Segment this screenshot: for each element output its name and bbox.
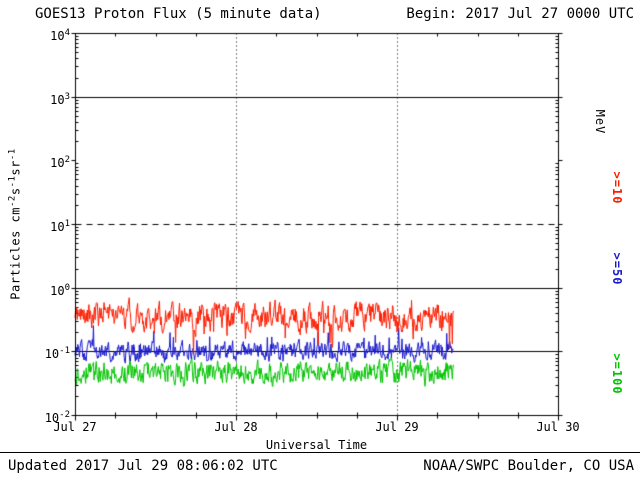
right-axis-series-label: >=50 — [610, 252, 624, 286]
x-axis-tick-label: Jul 28 — [214, 420, 258, 434]
x-axis-tick-label: Jul 29 — [375, 420, 419, 434]
y-axis-tick-label: 101 — [50, 219, 70, 234]
right-axis-series-label: >=100 — [610, 353, 624, 395]
right-axis-series-label: >=10 — [610, 171, 624, 205]
y-axis-tick-label: 100 — [50, 283, 70, 298]
x-axis-tick-label: Jul 27 — [53, 420, 97, 434]
x-axis-title: Universal Time — [265, 438, 368, 452]
footer-divider — [0, 452, 640, 453]
y-axis-tick-label: 103 — [50, 92, 70, 107]
data-source-label: NOAA/SWPC Boulder, CO USA — [423, 458, 634, 474]
y-axis-tick-label: 10-1 — [44, 346, 70, 361]
x-axis-tick-label: Jul 30 — [536, 420, 580, 434]
y-axis-tick-label: 102 — [50, 155, 70, 170]
updated-timestamp-label: Updated 2017 Jul 29 08:06:02 UTC — [8, 458, 278, 474]
y-axis-tick-label: 10-2 — [44, 410, 70, 425]
y-axis-title: Particles cm-2s-1sr-1 — [7, 148, 23, 300]
y-axis-tick-label: 104 — [50, 28, 70, 43]
right-axis-unit-label: MeV — [593, 109, 607, 135]
